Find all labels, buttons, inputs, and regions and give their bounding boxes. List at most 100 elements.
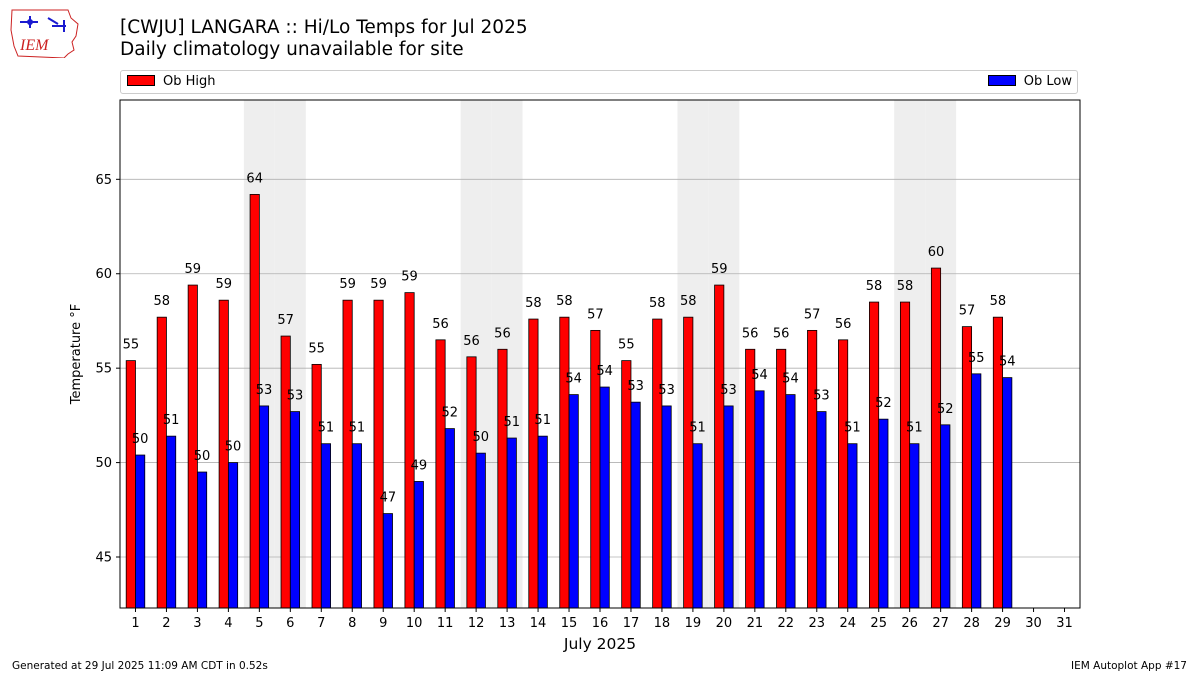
low-temp-bar	[320, 443, 331, 609]
x-axis-label: July 2025	[563, 635, 636, 653]
weekend-shade	[894, 100, 926, 608]
low-temp-bar	[971, 373, 982, 609]
high-temp-bar	[621, 360, 632, 609]
low-temp-bar	[227, 462, 239, 609]
low-temp-bar	[166, 435, 177, 609]
legend-item-low: Ob Low	[987, 74, 1072, 90]
low-temp-label: 50	[132, 432, 149, 447]
weekend-shade	[491, 100, 523, 608]
low-temp-bar	[413, 481, 424, 609]
low-temp-bar	[909, 443, 920, 609]
high-temp-label: 59	[339, 277, 356, 292]
high-temp-bar	[435, 339, 446, 609]
iem-logo: IEM	[10, 9, 79, 58]
high-temp-bar	[280, 335, 291, 609]
app-label: IEM Autoplot App #17	[1071, 660, 1187, 672]
legend-swatch-high	[127, 75, 155, 86]
chart-title: [CWJU] LANGARA :: Hi/Lo Temps for Jul 20…	[120, 17, 528, 38]
high-temp-bar	[528, 318, 539, 609]
high-temp-label: 58	[154, 294, 171, 309]
low-temp-label: 54	[999, 355, 1016, 370]
low-temp-label: 55	[968, 351, 985, 366]
x-tick-label: 18	[654, 616, 671, 631]
high-temp-label: 59	[711, 262, 728, 277]
high-temp-label: 56	[773, 326, 790, 341]
low-temp-bar	[475, 452, 486, 609]
low-temp-label: 52	[442, 406, 459, 421]
low-temp-bar	[940, 424, 951, 609]
high-temp-label: 55	[618, 338, 635, 353]
low-temp-bar	[1002, 377, 1013, 609]
y-tick-label: 50	[95, 456, 112, 471]
x-tick-label: 26	[901, 616, 918, 631]
high-temp-bar	[899, 301, 911, 609]
low-temp-label: 51	[163, 413, 180, 428]
y-tick-label: 65	[95, 173, 112, 188]
high-temp-bar	[714, 284, 725, 609]
x-tick-label: 19	[685, 616, 702, 631]
low-temp-label: 53	[658, 383, 675, 398]
generated-timestamp: Generated at 29 Jul 2025 11:09 AM CDT in…	[12, 660, 268, 672]
x-tick-label: 12	[468, 616, 485, 631]
high-temp-bar	[466, 356, 477, 609]
low-temp-bar	[197, 471, 208, 609]
low-temp-label: 51	[503, 415, 520, 430]
high-temp-bar	[156, 316, 167, 609]
x-tick-label: 6	[286, 616, 294, 631]
x-tick-label: 10	[406, 616, 423, 631]
high-temp-bar	[838, 339, 849, 609]
x-tick-label: 16	[592, 616, 609, 631]
high-temp-label: 58	[897, 279, 914, 294]
high-temp-bar	[683, 316, 694, 609]
low-temp-label: 47	[380, 491, 397, 506]
high-temp-label: 57	[804, 307, 821, 322]
high-temp-bar	[373, 299, 384, 609]
low-temp-bar	[258, 405, 270, 609]
high-temp-bar	[497, 348, 508, 609]
weekend-shade	[243, 100, 275, 608]
high-temp-label: 56	[463, 334, 480, 349]
legend-swatch-low	[987, 75, 1016, 86]
low-temp-bar	[723, 405, 734, 609]
x-tick-label: 27	[932, 616, 949, 631]
high-temp-bar	[342, 299, 353, 609]
low-temp-label: 50	[473, 430, 490, 445]
low-temp-bar	[878, 418, 889, 609]
x-tick-label: 9	[379, 616, 387, 631]
high-temp-bar	[652, 318, 663, 609]
plot-frame	[119, 99, 1081, 609]
low-temp-label: 53	[627, 379, 644, 394]
x-tick-label: 2	[162, 616, 170, 631]
x-tick-label: 3	[193, 616, 201, 631]
weekend-shade	[677, 100, 709, 608]
low-temp-label: 51	[534, 413, 551, 428]
x-tick-label: 5	[255, 616, 263, 631]
high-temp-label: 57	[959, 304, 976, 319]
chart-subtitle: Daily climatology unavailable for site	[120, 39, 464, 60]
x-tick-label: 30	[1025, 616, 1042, 631]
weekend-shade	[708, 100, 740, 608]
high-temp-label: 55	[308, 341, 325, 356]
low-temp-bar	[816, 411, 827, 609]
low-temp-bar	[537, 435, 548, 609]
high-temp-bar	[961, 326, 973, 609]
low-temp-bar	[630, 401, 641, 609]
high-temp-label: 56	[432, 317, 449, 332]
low-temp-bar	[382, 513, 393, 609]
high-temp-bar	[187, 284, 198, 609]
high-temp-bar	[776, 348, 787, 609]
logo-text: IEM	[19, 37, 50, 54]
x-tick-label: 1	[131, 616, 139, 631]
high-temp-bar	[404, 292, 415, 609]
low-temp-label: 54	[751, 368, 768, 383]
high-temp-label: 59	[215, 277, 232, 292]
high-temp-label: 58	[649, 296, 666, 311]
x-tick-label: 25	[870, 616, 887, 631]
high-temp-bar	[869, 301, 880, 609]
low-temp-bar	[506, 437, 517, 609]
high-temp-bar	[559, 316, 570, 609]
weekend-shade	[460, 100, 492, 608]
high-temp-label: 58	[990, 294, 1007, 309]
low-temp-label: 53	[720, 383, 737, 398]
